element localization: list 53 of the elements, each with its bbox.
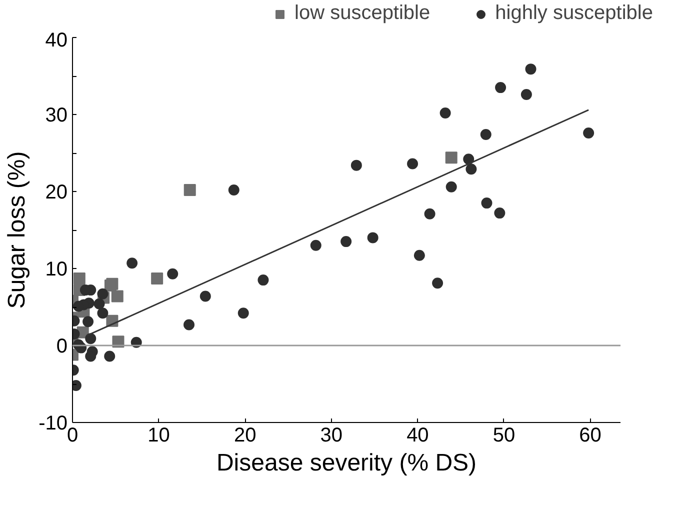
point [258,274,269,286]
point [85,333,96,344]
x-tick-label: 30 [320,424,343,446]
point [97,288,108,300]
x-tick-label: 40 [406,424,429,446]
point [340,236,352,248]
y-tick-label: 0 [56,336,68,358]
point [97,308,108,319]
point [440,107,451,118]
point [495,82,506,94]
point [350,160,362,171]
y-tick-label: 20 [45,182,68,204]
point [310,240,322,251]
x-tick-label: 50 [492,424,516,446]
x-tick-label: 60 [579,424,602,446]
legend-label: highly susceptible [495,2,653,25]
point [104,350,116,362]
point [432,278,444,289]
point [184,319,195,330]
point [238,308,249,319]
point [481,198,492,209]
point [466,164,477,175]
point [525,64,536,75]
point [445,152,458,164]
point [85,350,96,362]
point [94,298,105,310]
point [228,184,240,196]
y-tick-label: 10 [45,258,68,280]
point [82,316,94,328]
x-axis-title: Disease severity (% DS) [216,450,477,476]
point [184,184,196,196]
point [151,272,164,285]
point [111,290,124,302]
point [480,129,492,140]
point [414,250,425,261]
x-tick-label: 20 [234,424,256,446]
y-tick-label: -10 [38,412,68,434]
point [494,208,506,219]
y-axis-title: Sugar loss (%) [4,151,31,309]
point [520,88,532,100]
y-tick-label: 30 [45,104,68,126]
point [446,181,457,192]
point [407,158,418,170]
point [167,268,178,280]
point [424,208,436,220]
point [583,127,594,138]
legend-label: low susceptible [294,2,430,25]
point [73,272,86,285]
x-tick-label: 10 [148,424,170,446]
point [200,290,211,302]
y-tick-label: 40 [45,30,68,52]
point [367,232,378,244]
point [126,258,138,269]
